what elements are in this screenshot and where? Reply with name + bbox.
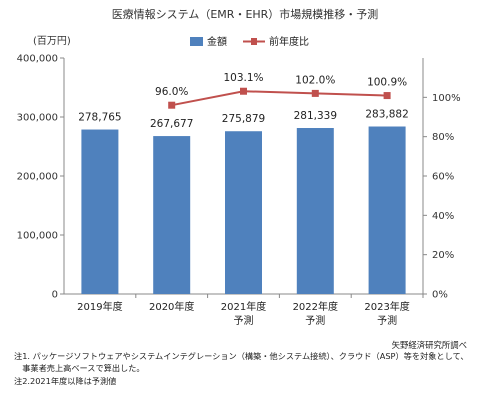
y2-tick-label: 100% <box>432 93 461 104</box>
bar-value-label: 281,339 <box>294 110 337 122</box>
y2-tick-label: 20% <box>432 250 454 261</box>
x-tick-label: 2020年度 <box>149 300 194 313</box>
legend-label-amount: 金額 <box>207 35 227 48</box>
legend-line-marker <box>251 38 257 45</box>
x-tick-label: 2022年度 <box>293 300 338 313</box>
y-axis-ticks: 0 100,000 200,000 300,000 400,000 <box>17 54 64 301</box>
y-tick-label: 100,000 <box>17 231 58 242</box>
legend: 金額 前年度比 <box>190 35 309 48</box>
y2-tick-label: 80% <box>432 132 454 143</box>
bar <box>225 131 262 294</box>
y2-tick-label: 60% <box>432 172 454 183</box>
chart: 医療情報システム（EMR・EHR）市場規模推移・予測 (百万円) 金額 前年度比… <box>17 7 461 327</box>
yoy-value-label: 96.0% <box>155 86 188 98</box>
chart-title: 医療情報システム（EMR・EHR）市場規模推移・予測 <box>112 7 379 21</box>
bar-value-label: 267,677 <box>150 118 193 130</box>
bar-value-label: 275,879 <box>222 113 265 125</box>
yoy-labels: 96.0% 103.1% 102.0% 100.9% <box>155 72 407 98</box>
x-tick-label: 2023年度 <box>364 300 409 313</box>
y-tick-label: 200,000 <box>17 172 58 183</box>
x-tick-label: 2019年度 <box>77 300 122 313</box>
note-1: 注1. パッケージソフトウェアやシステムインテグレーション（構築・他システム接続… <box>14 351 469 361</box>
bars <box>81 126 406 295</box>
yoy-value-label: 103.1% <box>223 72 263 84</box>
y2-tick-label: 40% <box>432 211 454 222</box>
yoy-point <box>168 101 176 109</box>
yoy-point <box>240 87 247 95</box>
x-tick-sublabel: 予測 <box>234 314 254 327</box>
x-tick-sublabel: 予測 <box>305 314 325 327</box>
bar-labels: 278,765 267,677 275,879 281,339 283,882 <box>78 109 409 131</box>
yoy-value-label: 100.9% <box>367 77 407 89</box>
bar <box>153 136 191 294</box>
legend-label-yoy: 前年度比 <box>269 35 309 48</box>
y-axis-unit-label: (百万円) <box>33 35 71 47</box>
bar-value-label: 283,882 <box>365 109 408 121</box>
y-tick-label: 400,000 <box>17 54 58 65</box>
yoy-point <box>311 89 319 97</box>
yoy-point <box>383 92 391 100</box>
bar <box>368 126 406 295</box>
bar <box>296 128 334 294</box>
x-tick-label: 2021年度 <box>221 300 266 313</box>
y2-axis-ticks: 0% 20% 40% 60% 80% 100% <box>423 93 461 301</box>
note-2: 注2.2021年度以降は予測値 <box>14 376 117 386</box>
legend-bar-swatch <box>190 37 203 46</box>
bar-value-label: 278,765 <box>78 112 121 124</box>
y-tick-label: 0 <box>52 290 58 301</box>
bar <box>81 129 119 294</box>
source-credit: 矢野経済研究所調べ <box>391 340 467 350</box>
yoy-line-path <box>171 90 388 107</box>
yoy-value-label: 102.0% <box>295 74 335 86</box>
yoy-line <box>168 87 391 109</box>
x-tick-sublabel: 予測 <box>377 314 397 327</box>
y2-tick-label: 0% <box>432 290 448 301</box>
note-1-continued: 事業者売上高ベースで算出した。 <box>14 363 145 373</box>
y-tick-label: 300,000 <box>17 113 58 124</box>
